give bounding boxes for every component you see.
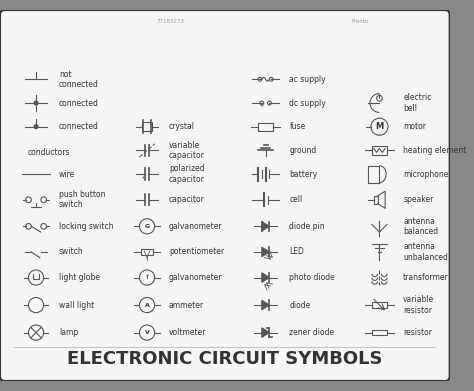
Text: ground: ground: [289, 146, 317, 155]
Text: connected: connected: [59, 99, 99, 108]
Polygon shape: [262, 328, 269, 337]
Text: M: M: [375, 122, 383, 131]
Circle shape: [34, 101, 38, 105]
Text: 77183273: 77183273: [157, 19, 185, 24]
Polygon shape: [262, 247, 269, 256]
Circle shape: [34, 125, 38, 129]
Text: ammeter: ammeter: [169, 301, 204, 310]
Text: not
connected: not connected: [59, 70, 99, 89]
Text: G: G: [145, 224, 150, 229]
Text: antenna
balanced: antenna balanced: [403, 217, 438, 236]
Text: heating element: heating element: [403, 146, 466, 155]
Text: polarized
capacitor: polarized capacitor: [169, 165, 205, 184]
Text: diode: diode: [289, 301, 310, 310]
Text: wall light: wall light: [59, 301, 94, 310]
Text: ac supply: ac supply: [289, 75, 326, 84]
Text: potentiometer: potentiometer: [169, 248, 224, 256]
Text: A: A: [145, 303, 149, 308]
Text: conductors: conductors: [28, 148, 71, 157]
Bar: [374, 196, 378, 204]
Polygon shape: [262, 300, 269, 310]
Text: galvanometer: galvanometer: [169, 222, 222, 231]
Text: LED: LED: [289, 248, 304, 256]
Text: lamp: lamp: [59, 328, 78, 337]
Text: photo diode: photo diode: [289, 273, 335, 282]
Text: crystal: crystal: [169, 122, 195, 131]
Polygon shape: [262, 222, 269, 231]
Bar: [141, 249, 153, 255]
Text: variable
resistor: variable resistor: [403, 295, 435, 315]
Text: voltmeter: voltmeter: [169, 328, 206, 337]
Text: capacitor: capacitor: [169, 195, 205, 204]
Text: battery: battery: [289, 170, 318, 179]
Bar: [372, 146, 387, 155]
Text: push button
switch: push button switch: [59, 190, 105, 210]
Text: Frento: Frento: [352, 19, 369, 24]
Text: antenna
unbalanced: antenna unbalanced: [403, 242, 448, 262]
FancyBboxPatch shape: [0, 10, 450, 381]
Text: ELECTRONIC CIRCUIT SYMBOLS: ELECTRONIC CIRCUIT SYMBOLS: [67, 350, 383, 368]
Text: ↑: ↑: [145, 275, 150, 280]
Text: variable
capacitor: variable capacitor: [169, 141, 205, 160]
Text: zener diode: zener diode: [289, 328, 335, 337]
Text: connected: connected: [59, 122, 99, 131]
Text: cell: cell: [289, 195, 302, 204]
Text: dc supply: dc supply: [289, 99, 326, 108]
Text: speaker: speaker: [403, 195, 434, 204]
Bar: [372, 330, 387, 335]
Text: fuse: fuse: [289, 122, 306, 131]
Text: motor: motor: [403, 122, 426, 131]
Bar: [258, 123, 273, 131]
Text: resistor: resistor: [403, 328, 432, 337]
Text: +: +: [260, 103, 264, 108]
Text: locking switch: locking switch: [59, 222, 113, 231]
Bar: [142, 122, 152, 131]
Text: -: -: [269, 103, 270, 108]
Text: galvanometer: galvanometer: [169, 273, 222, 282]
Text: transformer: transformer: [403, 273, 449, 282]
Text: diode pin: diode pin: [289, 222, 325, 231]
Text: V: V: [145, 330, 149, 335]
Text: switch: switch: [59, 248, 83, 256]
Polygon shape: [262, 273, 269, 282]
Text: microphone: microphone: [403, 170, 448, 179]
Text: electric
bell: electric bell: [403, 93, 431, 113]
Text: light globe: light globe: [59, 273, 100, 282]
Bar: [372, 302, 387, 308]
Text: +: +: [140, 175, 145, 180]
Text: wire: wire: [59, 170, 75, 179]
